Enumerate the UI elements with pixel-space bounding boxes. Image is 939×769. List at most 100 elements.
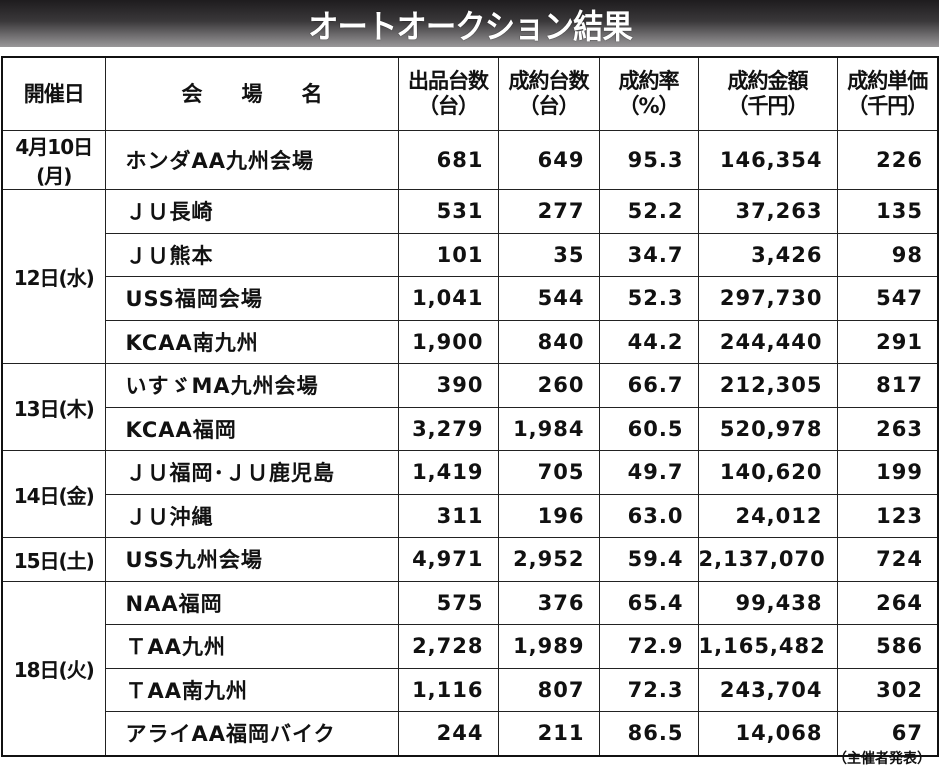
venue-cell: KCAA福岡 xyxy=(104,406,399,451)
date-cell: 12日(水) xyxy=(1,189,106,364)
listed-units-cell: 1,116 xyxy=(397,667,499,712)
venue-cell: ＴAA南九州 xyxy=(104,667,399,712)
contract-amount-cell: 212,305 xyxy=(697,363,838,408)
contract-amount-cell: 1,165,482 xyxy=(697,624,838,669)
listed-units-cell: 1,419 xyxy=(397,450,499,495)
listed-units-cell: 101 xyxy=(397,232,499,277)
table-row: 13日(木) いすゞMA九州会場 390 260 66.7 212,305 817 xyxy=(1,363,939,451)
contract-rate-cell: 72.3 xyxy=(598,667,699,712)
contracted-units-cell: 260 xyxy=(497,363,600,408)
column-header-listed-units: 出品台数 （台） xyxy=(397,56,499,131)
table-row: KCAA福岡 3,279 1,984 60.5 520,978 263 xyxy=(2,406,939,451)
unit-price-cell: 199 xyxy=(836,450,939,495)
contracted-units-cell: 840 xyxy=(497,319,600,364)
contracted-units-cell: 376 xyxy=(497,580,600,625)
contract-rate-cell: 63.0 xyxy=(598,493,699,538)
listed-units-cell: 1,900 xyxy=(397,319,499,364)
table-row: 15日(土) USS九州会場 4,971 2,952 59.4 2,137,070 724 xyxy=(1,537,939,582)
unit-price-cell: 547 xyxy=(836,276,939,321)
table-row: USS福岡会場 1,041 544 52.3 297,730 547 xyxy=(2,276,939,321)
venue-cell: USS福岡会場 xyxy=(104,276,399,321)
contract-amount-cell: 2,137,070 xyxy=(697,537,838,582)
table-row: ＪＵ熊本 101 35 34.7 3,426 98 xyxy=(2,232,939,277)
column-header-unit-price: 成約単価 （千円） xyxy=(836,56,939,131)
contract-rate-cell: 34.7 xyxy=(598,232,699,277)
table-row: ＴAA九州 2,728 1,989 72.9 1,165,482 586 xyxy=(2,624,939,669)
contract-rate-cell: 44.2 xyxy=(598,319,699,364)
page-title: オートオークション結果 xyxy=(307,6,633,46)
contract-rate-cell: 52.2 xyxy=(598,189,699,234)
contract-rate-cell: 60.5 xyxy=(598,406,699,451)
contract-amount-cell: 297,730 xyxy=(697,276,838,321)
table-row: 4月10日(月) ホンダAA九州会場 681 649 95.3 146,354 226 xyxy=(1,130,939,190)
venue-cell: いすゞMA九州会場 xyxy=(104,363,399,408)
contract-rate-cell: 95.3 xyxy=(598,130,699,190)
contracted-units-cell: 807 xyxy=(497,667,600,712)
column-header-contract-rate: 成約率 （%） xyxy=(598,56,699,131)
unit-price-cell: 226 xyxy=(836,130,939,190)
contract-rate-cell: 72.9 xyxy=(598,624,699,669)
date-cell: 13日(木) xyxy=(1,363,106,451)
contract-amount-cell: 14,068 xyxy=(697,711,838,756)
contracted-units-cell: 544 xyxy=(497,276,600,321)
unit-price-cell: 724 xyxy=(836,537,939,582)
listed-units-cell: 244 xyxy=(397,711,499,756)
auction-results-table: 開催日会 場 名出品台数 （台） 成約台数 （台） 成約率 （%） 成約金額 （千円）… xyxy=(1,56,939,757)
unit-price-cell: 67 xyxy=(836,711,939,756)
venue-cell: USS九州会場 xyxy=(104,537,399,582)
venue-cell: ホンダAA九州会場 xyxy=(104,130,399,190)
table-row: アライAA福岡バイク 244 211 86.5 14,068 67 xyxy=(2,711,939,756)
contract-amount-cell: 243,704 xyxy=(697,667,838,712)
unit-price-cell: 264 xyxy=(836,580,939,625)
contracted-units-cell: 211 xyxy=(497,711,600,756)
column-header-contracted-units: 成約台数 （台） xyxy=(497,56,600,131)
column-header-contract-amount: 成約金額 （千円） xyxy=(697,56,838,131)
venue-cell: ＪＵ沖縄 xyxy=(104,493,399,538)
contracted-units-cell: 705 xyxy=(497,450,600,495)
header-row: 開催日会 場 名出品台数 （台） 成約台数 （台） 成約率 （%） 成約金額 （千円）… xyxy=(1,56,939,131)
unit-price-cell: 291 xyxy=(836,319,939,364)
venue-cell: ＴAA九州 xyxy=(104,624,399,669)
contract-amount-cell: 3,426 xyxy=(697,232,838,277)
listed-units-cell: 390 xyxy=(397,363,499,408)
unit-price-cell: 98 xyxy=(836,232,939,277)
contract-rate-cell: 59.4 xyxy=(598,537,699,582)
column-header-venue: 会 場 名 xyxy=(104,56,399,131)
date-cell: 18日(火) xyxy=(1,580,106,756)
table-row: ＪＵ沖縄 311 196 63.0 24,012 123 xyxy=(2,493,939,538)
contracted-units-cell: 35 xyxy=(497,232,600,277)
contracted-units-cell: 1,984 xyxy=(497,406,600,451)
listed-units-cell: 681 xyxy=(397,130,499,190)
date-cell: 15日(土) xyxy=(1,537,106,582)
table-row: 12日(水) ＪＵ長崎 531 277 52.2 37,263 135 xyxy=(1,189,939,364)
contracted-units-cell: 649 xyxy=(497,130,600,190)
table-row: ＴAA南九州 1,116 807 72.3 243,704 302 xyxy=(2,667,939,712)
contracted-units-cell: 196 xyxy=(497,493,600,538)
table-row: 14日(金) ＪＵ福岡･ＪＵ鹿児島 1,419 705 49.7 140,620 199 xyxy=(1,450,939,538)
contract-amount-cell: 146,354 xyxy=(697,130,838,190)
unit-price-cell: 135 xyxy=(836,189,939,234)
contracted-units-cell: 277 xyxy=(497,189,600,234)
venue-cell: NAA福岡 xyxy=(104,580,399,625)
venue-cell: ＪＵ熊本 xyxy=(104,232,399,277)
venue-cell: アライAA福岡バイク xyxy=(104,711,399,756)
listed-units-cell: 575 xyxy=(397,580,499,625)
venue-cell: KCAA南九州 xyxy=(104,319,399,364)
table-row: 18日(火) NAA福岡 575 376 65.4 99,438 264 xyxy=(1,580,939,756)
unit-price-cell: 123 xyxy=(836,493,939,538)
column-header-date: 開催日 xyxy=(1,56,106,131)
listed-units-cell: 531 xyxy=(397,189,499,234)
contract-rate-cell: 65.4 xyxy=(598,580,699,625)
listed-units-cell: 2,728 xyxy=(397,624,499,669)
venue-cell: ＪＵ長崎 xyxy=(104,189,399,234)
contract-amount-cell: 24,012 xyxy=(697,493,838,538)
listed-units-cell: 1,041 xyxy=(397,276,499,321)
table-row: KCAA南九州 1,900 840 44.2 244,440 291 xyxy=(2,319,939,364)
contract-rate-cell: 52.3 xyxy=(598,276,699,321)
unit-price-cell: 586 xyxy=(836,624,939,669)
contract-rate-cell: 86.5 xyxy=(598,711,699,756)
listed-units-cell: 3,279 xyxy=(397,406,499,451)
unit-price-cell: 817 xyxy=(836,363,939,408)
listed-units-cell: 4,971 xyxy=(397,537,499,582)
unit-price-cell: 302 xyxy=(836,667,939,712)
